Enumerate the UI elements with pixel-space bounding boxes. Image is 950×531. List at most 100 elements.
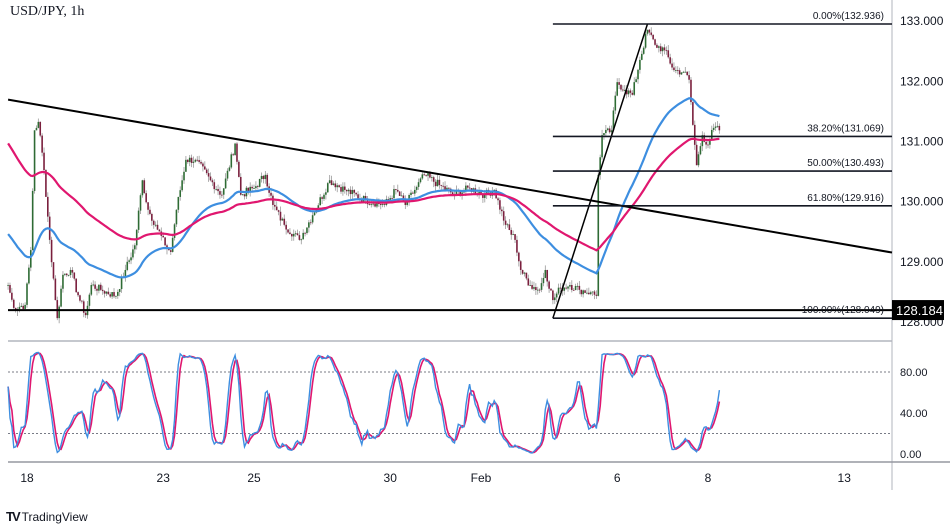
candle — [648, 29, 651, 33]
candle — [113, 292, 115, 297]
candle — [128, 260, 130, 262]
price-tick-label: 132.000 — [900, 74, 944, 88]
candle — [550, 288, 552, 291]
candle — [62, 274, 64, 289]
candle — [340, 187, 342, 192]
candle — [162, 235, 164, 238]
candle — [567, 286, 569, 289]
candle — [516, 239, 518, 253]
candle — [73, 272, 76, 279]
candle — [423, 174, 426, 176]
candle — [200, 161, 202, 164]
candle — [699, 146, 702, 155]
candle — [183, 171, 185, 181]
candle — [177, 196, 180, 210]
candle — [410, 192, 412, 196]
candle — [412, 192, 414, 194]
candle — [345, 189, 348, 192]
candle — [11, 292, 13, 300]
candle — [151, 213, 153, 221]
candle — [164, 237, 166, 246]
candle — [508, 224, 511, 231]
candle — [84, 312, 87, 316]
candle — [633, 82, 636, 95]
candle — [243, 194, 246, 197]
candle — [553, 297, 556, 301]
candle — [283, 218, 286, 225]
candle — [18, 306, 21, 310]
candle — [332, 183, 335, 185]
candle — [111, 292, 113, 297]
candle — [586, 292, 588, 294]
candle — [105, 291, 108, 294]
candle — [71, 269, 74, 273]
candle — [253, 188, 255, 189]
candle — [41, 135, 43, 153]
stochastic-tick-label: 80.00 — [900, 367, 928, 379]
candle — [578, 285, 581, 290]
candle — [98, 284, 100, 291]
candle — [321, 197, 323, 199]
candle — [330, 180, 333, 185]
candle — [281, 218, 284, 221]
candle — [465, 185, 467, 191]
candle — [644, 33, 647, 48]
candle — [190, 157, 193, 163]
candle — [504, 220, 507, 225]
candle — [171, 237, 174, 252]
candle — [676, 69, 679, 71]
candle — [196, 159, 199, 161]
candle — [413, 189, 416, 194]
candle — [529, 285, 531, 286]
candle — [415, 186, 418, 190]
candle — [455, 190, 458, 195]
candle — [538, 289, 541, 291]
candle — [705, 141, 707, 145]
candle — [292, 233, 295, 237]
candle — [26, 283, 28, 305]
candle — [512, 234, 514, 235]
candle — [395, 189, 397, 190]
candles — [7, 27, 721, 324]
fast-moving-average-line — [7, 97, 720, 279]
candle — [716, 125, 719, 127]
candle — [552, 290, 554, 301]
descending-trendline — [7, 98, 893, 254]
candle — [546, 269, 549, 282]
candle — [228, 167, 231, 171]
candle — [75, 278, 77, 293]
last-price-label: 128.184 — [896, 303, 943, 318]
candle — [671, 63, 673, 68]
time-tick-label: 18 — [20, 471, 34, 485]
stochastic-tick-label: 40.00 — [900, 408, 928, 420]
candle — [33, 130, 36, 191]
candle — [279, 211, 282, 221]
time-tick-label: 13 — [838, 471, 852, 485]
candle — [205, 169, 208, 174]
candle — [154, 224, 157, 226]
candle — [690, 79, 692, 103]
candle — [406, 202, 409, 205]
candle — [20, 305, 23, 307]
candle — [79, 295, 81, 301]
candle — [502, 211, 505, 221]
candle — [101, 289, 104, 292]
candle — [434, 181, 437, 187]
candle — [323, 194, 325, 199]
candle — [431, 177, 433, 179]
candle — [215, 188, 217, 190]
candle — [669, 57, 671, 64]
candle — [665, 50, 668, 52]
candle — [126, 261, 129, 270]
candle — [209, 176, 212, 181]
candle — [239, 176, 242, 195]
candle — [497, 198, 499, 201]
candle — [635, 79, 637, 83]
candle — [675, 69, 677, 71]
candle — [124, 269, 127, 278]
candle — [559, 287, 562, 289]
candle — [181, 180, 183, 191]
candle — [325, 192, 327, 195]
candle — [599, 157, 601, 175]
